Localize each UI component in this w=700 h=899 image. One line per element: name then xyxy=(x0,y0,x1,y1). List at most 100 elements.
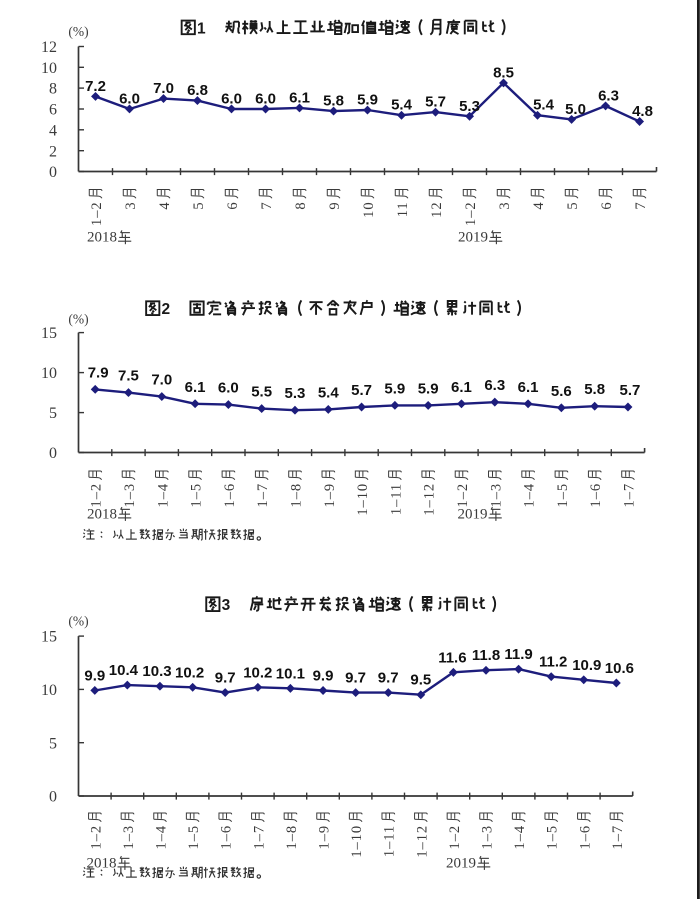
svg-text:6.0: 6.0 xyxy=(221,90,242,107)
svg-text:1–5: 1–5 xyxy=(189,483,205,507)
svg-text:6.1: 6.1 xyxy=(451,379,472,396)
svg-text:5.4: 5.4 xyxy=(318,384,340,401)
svg-text:3: 3 xyxy=(123,202,139,210)
svg-text:10.6: 10.6 xyxy=(605,660,634,677)
svg-text:1–11: 1–11 xyxy=(388,483,404,515)
svg-text:5.4: 5.4 xyxy=(391,97,413,114)
svg-text:7.0: 7.0 xyxy=(153,80,174,97)
svg-text:10.2: 10.2 xyxy=(175,664,204,681)
svg-text:1–2: 1–2 xyxy=(88,825,104,849)
svg-text:6.3: 6.3 xyxy=(484,377,505,394)
svg-text:1–7: 1–7 xyxy=(251,825,267,849)
svg-text:5.7: 5.7 xyxy=(425,94,446,111)
svg-text:0: 0 xyxy=(49,164,57,181)
svg-text:10.3: 10.3 xyxy=(142,663,171,680)
svg-text:4: 4 xyxy=(157,202,173,210)
svg-text:15: 15 xyxy=(41,629,57,646)
svg-text:10: 10 xyxy=(361,202,377,218)
svg-text:6: 6 xyxy=(49,102,57,119)
svg-text:6.0: 6.0 xyxy=(119,90,140,107)
svg-text:5.0: 5.0 xyxy=(565,101,586,118)
svg-text:1–4: 1–4 xyxy=(155,483,171,507)
svg-text:6.1: 6.1 xyxy=(518,379,539,396)
svg-text:5.3: 5.3 xyxy=(459,98,480,115)
svg-text:4.8: 4.8 xyxy=(632,103,653,120)
svg-text:1–2: 1–2 xyxy=(89,202,105,226)
svg-text:1–6: 1–6 xyxy=(577,825,593,849)
svg-text:6.0: 6.0 xyxy=(218,380,239,397)
svg-text:1–9: 1–9 xyxy=(322,483,338,507)
svg-text:10: 10 xyxy=(41,682,57,699)
svg-text:1–10: 1–10 xyxy=(349,825,365,858)
svg-text:5: 5 xyxy=(49,405,57,422)
svg-text:1–11: 1–11 xyxy=(382,825,398,857)
svg-text:10.9: 10.9 xyxy=(572,657,601,674)
svg-text:1–2: 1–2 xyxy=(455,483,471,507)
svg-text:5.5: 5.5 xyxy=(251,384,272,401)
svg-text:1–5: 1–5 xyxy=(555,483,571,507)
svg-text:1–7: 1–7 xyxy=(255,483,271,507)
svg-text:2018: 2018 xyxy=(87,230,117,246)
svg-text:9.9: 9.9 xyxy=(84,667,105,684)
svg-text:6.3: 6.3 xyxy=(598,87,619,104)
svg-text:5.9: 5.9 xyxy=(384,380,405,397)
svg-text:9: 9 xyxy=(327,202,343,210)
svg-text:5.8: 5.8 xyxy=(323,93,344,110)
svg-text:5.8: 5.8 xyxy=(584,381,605,398)
svg-text:6: 6 xyxy=(599,202,615,210)
svg-text:1–4: 1–4 xyxy=(522,483,538,507)
svg-text:8.5: 8.5 xyxy=(493,64,514,81)
svg-text:10.2: 10.2 xyxy=(243,664,272,681)
svg-text:5: 5 xyxy=(565,202,581,210)
svg-text:5.3: 5.3 xyxy=(285,385,306,402)
svg-text:9.9: 9.9 xyxy=(313,667,334,684)
svg-text:1–3: 1–3 xyxy=(121,825,137,849)
svg-text:1: 1 xyxy=(197,20,206,37)
svg-text:1–3: 1–3 xyxy=(488,483,504,507)
svg-text:15: 15 xyxy=(41,325,57,342)
svg-text:9.5: 9.5 xyxy=(410,672,431,689)
svg-text:1–3: 1–3 xyxy=(122,483,138,507)
svg-text:11: 11 xyxy=(395,202,411,218)
svg-text:1–10: 1–10 xyxy=(355,483,371,516)
svg-text:1–12: 1–12 xyxy=(422,483,438,516)
svg-text:1–4: 1–4 xyxy=(154,825,170,849)
svg-text:0: 0 xyxy=(49,445,57,462)
svg-text:1–8: 1–8 xyxy=(288,483,304,507)
svg-text:11.6: 11.6 xyxy=(438,649,466,666)
svg-text:(%): (%) xyxy=(68,312,88,327)
svg-text:8: 8 xyxy=(49,81,57,98)
svg-text:1–7: 1–7 xyxy=(610,825,626,849)
svg-text:4: 4 xyxy=(49,122,57,139)
svg-text:(%): (%) xyxy=(68,614,88,629)
svg-text:9.7: 9.7 xyxy=(378,670,399,687)
svg-text:2018: 2018 xyxy=(87,506,117,522)
svg-text:1–9: 1–9 xyxy=(317,825,333,849)
svg-text:6.1: 6.1 xyxy=(289,89,310,106)
svg-text:6.8: 6.8 xyxy=(187,82,208,99)
svg-text:3: 3 xyxy=(222,597,231,614)
svg-text:12: 12 xyxy=(429,202,445,218)
svg-text:1–3: 1–3 xyxy=(480,825,496,849)
svg-text:9.7: 9.7 xyxy=(215,670,236,687)
svg-text:5.6: 5.6 xyxy=(551,383,572,400)
svg-text:7.9: 7.9 xyxy=(88,364,109,381)
svg-text:5.4: 5.4 xyxy=(533,97,555,114)
svg-text:7: 7 xyxy=(259,202,275,210)
svg-text:4: 4 xyxy=(531,202,547,210)
svg-text:2018: 2018 xyxy=(87,855,117,871)
svg-text:1–5: 1–5 xyxy=(545,825,561,849)
svg-text:1–4: 1–4 xyxy=(512,825,528,849)
svg-text:5: 5 xyxy=(49,735,57,752)
svg-text:8: 8 xyxy=(293,202,309,210)
svg-text:10.1: 10.1 xyxy=(276,665,305,682)
svg-text:5.9: 5.9 xyxy=(357,92,378,109)
svg-text:11.9: 11.9 xyxy=(504,646,532,663)
svg-text:7: 7 xyxy=(633,202,649,210)
svg-text:5.7: 5.7 xyxy=(620,382,641,399)
svg-text:6.1: 6.1 xyxy=(185,379,206,396)
svg-text:1–2: 1–2 xyxy=(89,483,105,507)
svg-text:1–6: 1–6 xyxy=(219,825,235,849)
svg-text:1–8: 1–8 xyxy=(284,825,300,849)
svg-text:1–6: 1–6 xyxy=(222,483,238,507)
